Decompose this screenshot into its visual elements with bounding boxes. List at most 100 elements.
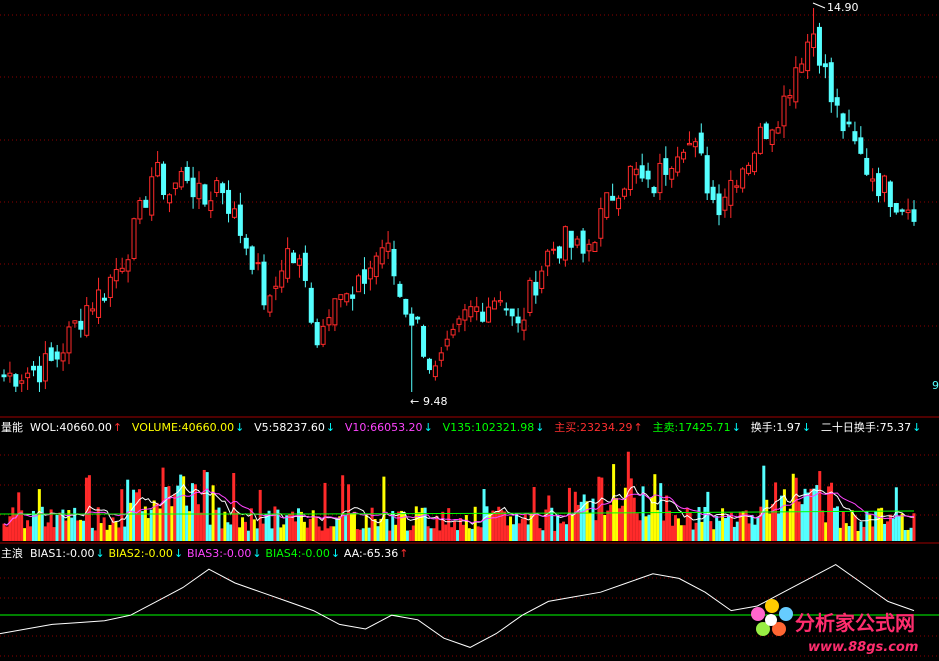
candle-body	[296, 258, 302, 266]
volume-bar	[185, 505, 189, 541]
volume-bar	[117, 527, 121, 541]
candle-body	[468, 306, 474, 318]
candle-body	[787, 95, 793, 99]
volume-bar	[553, 530, 557, 541]
arrow-down-icon: ↓	[424, 421, 433, 434]
volume-bar	[140, 511, 144, 541]
volume-bar	[270, 528, 274, 541]
volume-bar	[70, 517, 74, 541]
price-panel[interactable]: 14.90 ← 9.48 9	[0, 1, 939, 408]
volume-bar	[888, 514, 892, 541]
volume-bar	[844, 523, 848, 541]
volume-bar	[538, 528, 542, 541]
volume-bar	[821, 510, 825, 541]
volume-bar	[432, 528, 436, 541]
candle-body	[421, 325, 427, 357]
volume-legend: WOL:40660.00 ↑ VOLUME:40660.00 ↓ V5:58237.60…	[30, 420, 921, 434]
volume-bar	[871, 526, 875, 541]
volume-bar	[615, 498, 619, 541]
candle-body	[231, 208, 237, 218]
volume-bar	[299, 511, 303, 541]
volume-bar	[638, 520, 642, 541]
volume-bar	[464, 515, 468, 541]
volume-bar	[320, 530, 324, 541]
candle-body	[751, 152, 757, 173]
volume-bar	[182, 476, 186, 541]
volume-bar	[400, 510, 404, 541]
volume-bar	[55, 514, 59, 541]
candle-body	[356, 275, 362, 293]
volume-bar	[205, 472, 209, 541]
volume-bar	[479, 527, 483, 541]
candle-body	[84, 305, 90, 336]
volume-bar	[467, 528, 471, 541]
volume-bar	[161, 467, 165, 541]
volume-bar	[785, 512, 789, 541]
volume-bar	[618, 508, 622, 541]
candle-body	[822, 63, 828, 68]
volume-bar	[897, 515, 901, 541]
candle-body	[905, 209, 911, 214]
candle-body	[54, 351, 60, 360]
volume-bar	[703, 507, 707, 541]
volume-bar	[405, 530, 409, 541]
candle-body	[385, 242, 391, 252]
volume-bar	[523, 514, 527, 541]
volume-bar	[809, 488, 813, 541]
volume-bar	[202, 469, 206, 541]
volume-bar	[797, 501, 801, 541]
volume-panel[interactable]: 量能 WOL:40660.00 ↑ VOLUME:40660.00 ↓ V5:58237…	[0, 420, 939, 541]
candle-body	[350, 294, 356, 299]
candle-body	[415, 316, 421, 320]
volume-bar	[641, 486, 645, 541]
volume-bar	[606, 510, 610, 541]
volume-bar	[894, 487, 898, 541]
candle-body	[426, 358, 432, 371]
volume-bar	[573, 491, 577, 541]
volume-bar	[488, 513, 492, 541]
candle-body	[403, 298, 409, 315]
volume-bars	[2, 451, 916, 541]
candle-body	[302, 252, 308, 281]
volume-bar	[276, 509, 280, 541]
candle-body	[143, 199, 149, 208]
candle-body	[834, 97, 840, 106]
volume-bar	[155, 502, 159, 541]
volume-bar	[709, 521, 713, 541]
volume-bar	[123, 526, 127, 541]
candle-body	[521, 319, 527, 331]
volume-bar	[644, 516, 648, 541]
volume-bar	[850, 510, 854, 541]
watermark-url: www.88gs.com	[808, 640, 918, 655]
volume-bar	[458, 518, 462, 541]
volume-bar	[544, 509, 548, 541]
volume-bar	[485, 506, 489, 541]
candle-body	[344, 293, 350, 303]
volume-bar	[429, 528, 433, 541]
indicator-value: V5:58237.60	[254, 421, 325, 434]
volume-bar	[818, 471, 822, 541]
volume-bar	[556, 514, 560, 541]
volume-bar	[514, 513, 518, 541]
volume-bar	[579, 501, 583, 541]
candle-body	[734, 185, 740, 188]
volume-bar	[900, 513, 904, 541]
volume-bar	[779, 495, 783, 541]
volume-bar	[700, 521, 704, 541]
candle-body	[326, 317, 332, 326]
indicator-value: BIAS2:-0.00	[108, 547, 172, 560]
volume-bar	[600, 477, 604, 541]
volume-bar	[341, 475, 345, 541]
bias-panel[interactable]: 主浪 BIAS1:-0.00 ↓ BIAS2:-0.00 ↓ BIAS3:-0.00 ↓ B…	[0, 546, 939, 657]
volume-bar	[768, 513, 772, 541]
candle-body	[645, 170, 651, 180]
volume-bar	[444, 524, 448, 541]
candle-body	[456, 318, 462, 325]
indicator-value: BIAS1:-0.00	[30, 547, 94, 560]
arrow-down-icon: ↓	[732, 421, 741, 434]
indicator-value: V10:66053.20	[345, 421, 423, 434]
volume-bar	[706, 491, 710, 541]
volume-bar	[591, 498, 595, 541]
volume-bar	[665, 495, 669, 541]
